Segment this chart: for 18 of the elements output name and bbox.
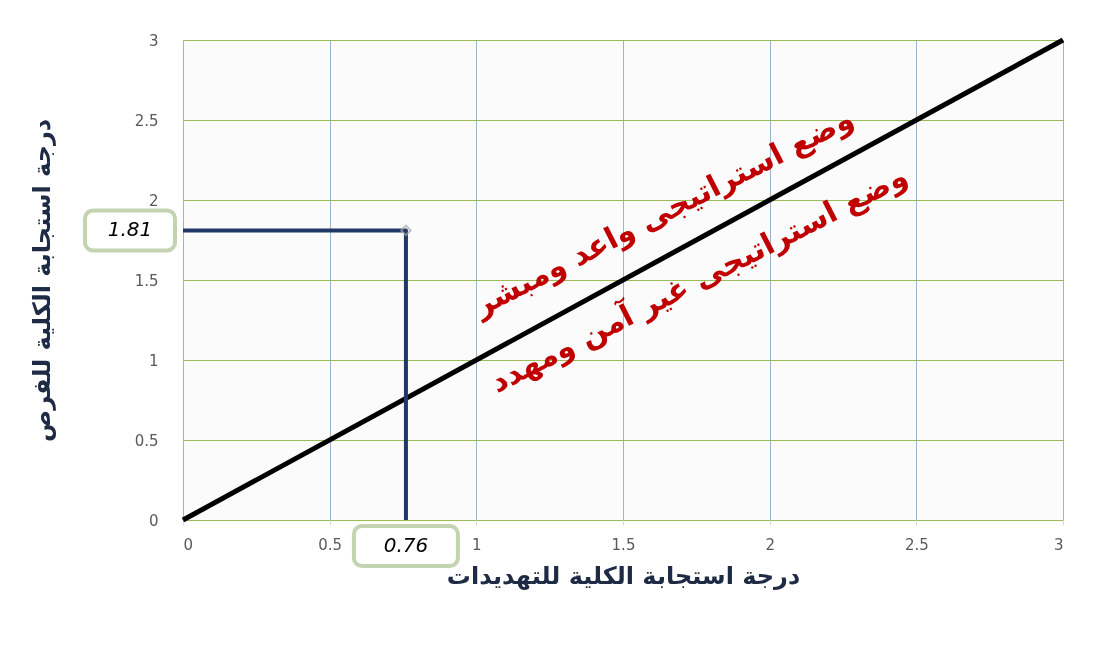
y-tick-label: 1 (148, 351, 159, 370)
y-tick-label: 0.5 (134, 431, 159, 450)
y-axis-title: درجة استجابة الكلية للفرص (27, 118, 56, 443)
y-tick-label: 3 (148, 31, 159, 50)
annotation: 1.81 (107, 217, 153, 242)
y-tick-label: 1.5 (134, 271, 159, 290)
y-tick-label: 0 (148, 511, 159, 530)
x-tick-label: 2 (765, 535, 775, 554)
x-axis-title: درجة استجابة الكلية للتهديدات (446, 561, 801, 590)
x-tick-label: 0 (183, 535, 194, 554)
y-tick-label: 2 (148, 191, 159, 210)
x-tick-label: 0.5 (318, 535, 343, 554)
y-tick-label: 2.5 (134, 111, 159, 130)
x-tick-label: 3 (1053, 535, 1064, 554)
x-tick-label: 2.5 (904, 535, 929, 554)
x-tick-label: 1.5 (611, 535, 636, 554)
annotation: 0.76 (383, 533, 429, 557)
x-tick-label: 1 (472, 535, 482, 554)
